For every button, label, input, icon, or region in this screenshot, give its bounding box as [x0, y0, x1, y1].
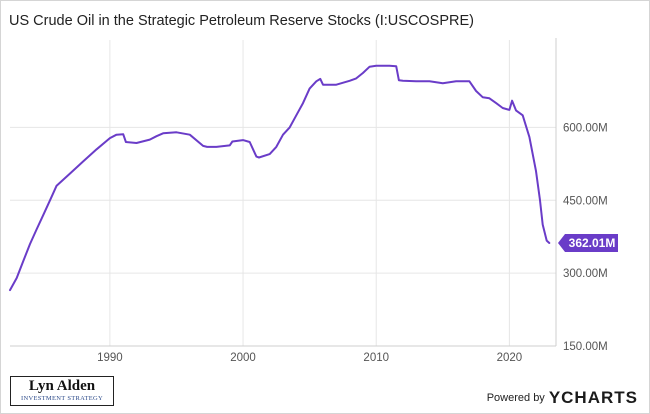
powered-by-text: Powered by	[486, 392, 545, 404]
line-layer	[9, 64, 551, 292]
badge-layer: 362.01M	[558, 234, 618, 253]
grid-layer	[10, 40, 556, 347]
y-tick-label: 300.00M	[563, 268, 608, 280]
x-tick-label: 2010	[363, 352, 389, 364]
series-line	[9, 64, 551, 292]
ycharts-y-glyph: Y	[548, 388, 562, 407]
axis-layer: 150.00M 300.00M 450.00M 600.00M 1990 2000 2010…	[10, 38, 608, 364]
last-value-badge	[558, 234, 618, 253]
logo-subtitle: INVESTMENT STRATEGY	[21, 395, 103, 402]
y-tick-label: 600.00M	[563, 122, 608, 134]
powered-by-ycharts[interactable]: Powered by Y CHARTS	[487, 388, 638, 408]
x-tick-label: 2020	[497, 352, 523, 364]
logo-name: Lyn Alden	[28, 378, 96, 394]
chart-title: US Crude Oil in the Strategic Petroleum …	[9, 13, 474, 29]
x-tick-label: 2000	[230, 352, 256, 364]
y-tick-label: 450.00M	[563, 195, 608, 207]
lyn-alden-logo[interactable]: Lyn Alden INVESTMENT STRATEGY	[10, 376, 114, 406]
ycharts-logo: Y CHARTS	[549, 388, 638, 408]
ycharts-wordmark: CHARTS	[561, 388, 638, 407]
x-tick-label: 1990	[97, 352, 123, 364]
y-tick-label: 150.00M	[563, 341, 608, 353]
last-value-label: 362.01M	[569, 236, 616, 250]
